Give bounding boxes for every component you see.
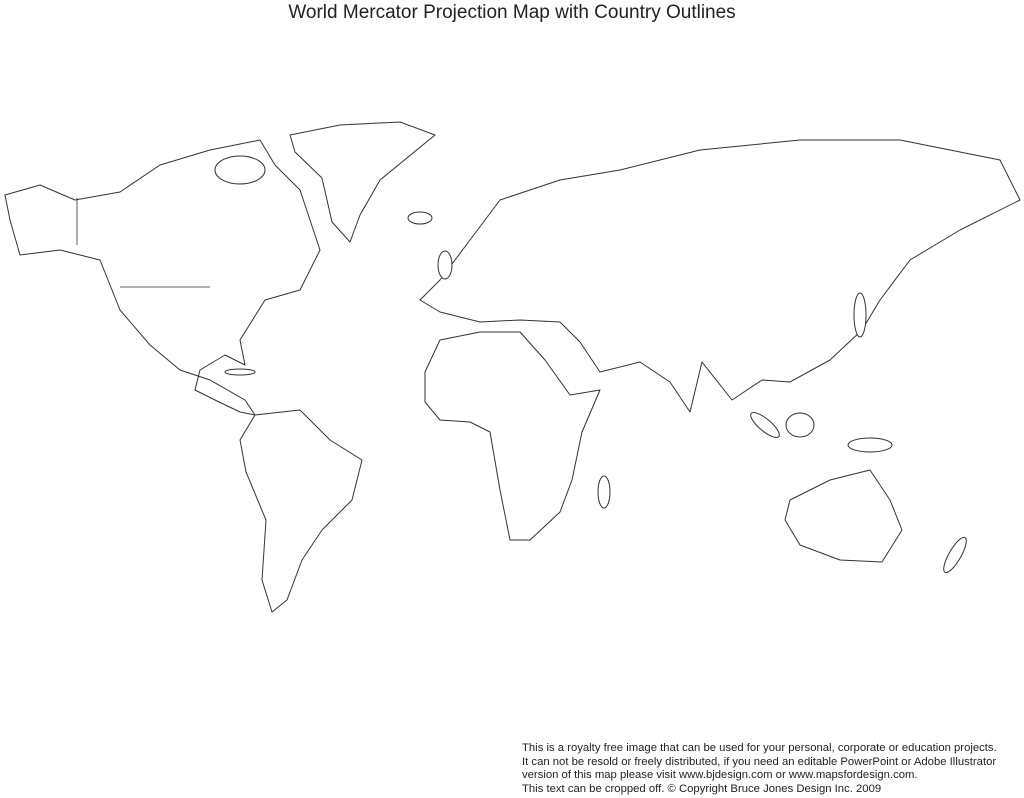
notice-line: This text can be cropped off. © Copyrigh…: [522, 782, 882, 795]
great-britain: [437, 250, 453, 280]
eurasia: [419, 139, 1021, 413]
baffin-island: [214, 155, 266, 185]
iceland: [407, 211, 433, 225]
sumatra: [750, 412, 780, 438]
africa: [424, 331, 601, 541]
greenland: [289, 121, 436, 243]
copyright-notice: This is a royalty free image that can be…: [522, 742, 997, 796]
madagascar: [597, 475, 611, 509]
new-zealand: [943, 536, 967, 574]
south-america: [239, 409, 363, 613]
notice-line: It can not be resold or freely distribut…: [522, 755, 997, 768]
map-title: World Mercator Projection Map with Count…: [288, 2, 736, 23]
australia: [784, 469, 903, 563]
cuba: [224, 368, 256, 376]
north-america: [4, 139, 321, 416]
japan: [853, 292, 867, 338]
new-guinea: [847, 437, 893, 453]
borneo: [785, 412, 815, 438]
notice-line: This is a royalty free image that can be…: [522, 742, 997, 754]
notice-line: version of this map please visit www.bjd…: [522, 769, 918, 781]
